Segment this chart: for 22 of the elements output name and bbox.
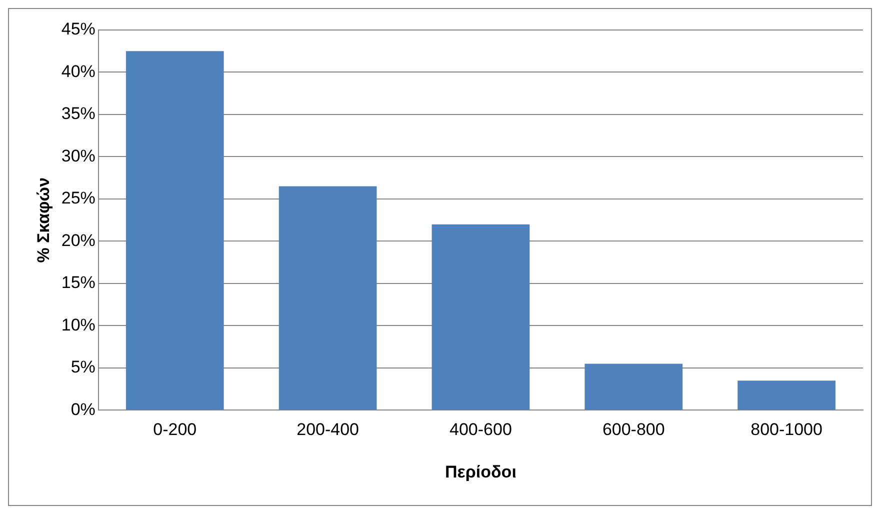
x-tick-label: 400-600 <box>450 420 512 440</box>
x-axis-title: Περίοδοι <box>445 462 517 482</box>
y-axis-title: % Σκαφών <box>34 177 53 263</box>
y-tick-label: 5% <box>70 358 96 377</box>
y-tick-label: 0% <box>70 400 96 419</box>
x-tick-label: 800-1000 <box>750 420 822 440</box>
x-tick-label: 0-200 <box>153 420 197 440</box>
x-tick-label: 600-800 <box>602 420 665 440</box>
y-tick-label: 45% <box>61 20 96 39</box>
y-tick-label: 15% <box>61 273 96 292</box>
x-tick-label: 200-400 <box>296 420 359 440</box>
bar <box>278 186 377 410</box>
y-tick-label: 30% <box>61 146 96 166</box>
bar <box>126 51 224 410</box>
y-tick-label: 20% <box>61 230 96 250</box>
y-tick-label: 25% <box>61 188 96 208</box>
bar <box>584 364 683 410</box>
bar <box>738 380 836 410</box>
y-tick-label: 10% <box>61 315 96 334</box>
bar <box>432 224 530 410</box>
y-tick-label: 35% <box>61 104 96 124</box>
y-tick-label: 40% <box>61 62 96 81</box>
